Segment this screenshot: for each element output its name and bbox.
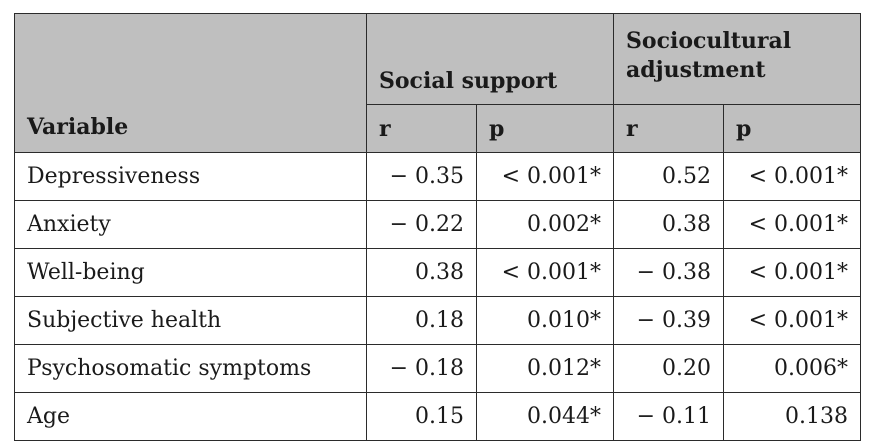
table-row: Age 0.15 0.044* − 0.11 0.138 [14,392,862,441]
sociocultural-r-cell: 0.52 [613,152,725,201]
social-support-r-header: r [366,104,477,153]
header-row-stats: r p r p [15,104,862,153]
variable-cell: Age [14,392,367,441]
social-support-p-cell: 0.010* [475,296,615,345]
variable-cell: Well-being [14,248,367,297]
table-row: Psychosomatic symptoms − 0.18 0.012* 0.2… [14,344,862,393]
social-support-r-cell: − 0.22 [366,200,477,249]
sociocultural-p-cell: < 0.001* [723,152,862,201]
social-support-p-cell: 0.012* [475,344,615,393]
sociocultural-p-cell: < 0.001* [723,248,862,297]
table-row: Depressiveness − 0.35 < 0.001* 0.52 < 0.… [14,152,862,201]
sociocultural-r-cell: − 0.38 [613,248,725,297]
sociocultural-r-cell: − 0.39 [613,296,725,345]
social-support-r-cell: 0.38 [366,248,477,297]
social-support-p-cell: < 0.001* [475,152,615,201]
social-support-r-cell: − 0.18 [366,344,477,393]
sociocultural-p-cell: 0.138 [723,392,862,441]
correlation-table: Variable Social support Sociocultural ad… [14,13,862,441]
variable-column-header: Variable [14,13,367,153]
social-support-r-cell: − 0.35 [366,152,477,201]
social-support-group-header: Social support [365,13,615,105]
variable-cell: Anxiety [14,200,367,249]
variable-cell: Depressiveness [14,152,367,201]
sociocultural-r-cell: 0.20 [613,344,725,393]
sociocultural-r-cell: − 0.11 [613,392,725,441]
social-support-p-cell: 0.002* [475,200,615,249]
sociocultural-p-cell: < 0.001* [723,296,862,345]
table-row: Subjective health 0.18 0.010* − 0.39 < 0… [14,296,862,345]
table-header: Variable Social support Sociocultural ad… [14,13,862,153]
social-support-r-cell: 0.18 [366,296,477,345]
header-row-groups: Variable Social support Sociocultural ad… [14,13,862,153]
social-support-p-header: p [475,104,615,153]
variable-cell: Subjective health [14,296,367,345]
social-support-r-cell: 0.15 [366,392,477,441]
variable-cell: Psychosomatic symptoms [14,344,367,393]
sociocultural-adjustment-group-header: Sociocultural adjustment [613,13,862,105]
table-row: Well-being 0.38 < 0.001* − 0.38 < 0.001* [14,248,862,297]
sociocultural-r-header: r [613,104,725,153]
sociocultural-p-cell: 0.006* [723,344,862,393]
social-support-p-cell: < 0.001* [475,248,615,297]
sociocultural-p-header: p [723,104,862,153]
table-body: Depressiveness − 0.35 < 0.001* 0.52 < 0.… [14,152,862,441]
sociocultural-p-cell: < 0.001* [723,200,862,249]
social-support-p-cell: 0.044* [475,392,615,441]
sociocultural-r-cell: 0.38 [613,200,725,249]
table-row: Anxiety − 0.22 0.002* 0.38 < 0.001* [14,200,862,249]
correlation-table-container: Variable Social support Sociocultural ad… [14,13,862,441]
